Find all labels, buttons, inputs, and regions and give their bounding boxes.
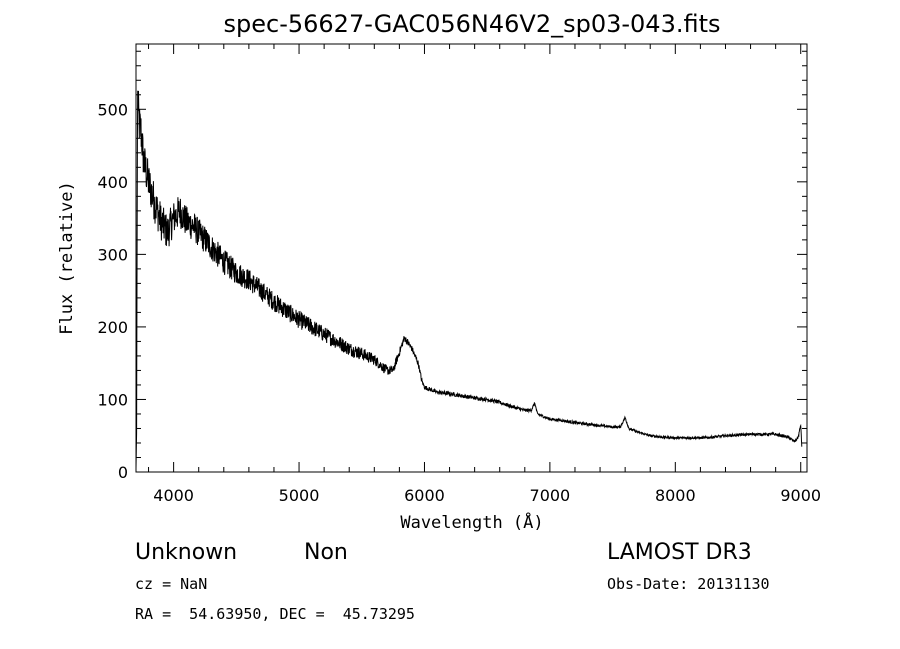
x-tick-label: 5000 (279, 486, 320, 505)
y-tick-label: 0 (118, 463, 128, 482)
y-axis-label: Flux (relative) (57, 181, 77, 335)
y-tick-label: 200 (97, 318, 128, 337)
axis-tick-labels: 4000 5000 6000 7000 8000 9000 0 100 200 300 400 500 (97, 100, 821, 505)
x-tick-label: 6000 (404, 486, 445, 505)
x-axis-label: Wavelength (Å) (400, 511, 543, 533)
survey-label: LAMOST DR3 (607, 540, 752, 565)
x-tick-label: 7000 (530, 486, 571, 505)
coordinates: RA = 54.63950, DEC = 45.73295 (135, 605, 415, 623)
plot-frame (135, 43, 808, 473)
chart-title: spec-56627-GAC056N46V2_sp03-043.fits (224, 10, 721, 38)
y-tick-label: 400 (97, 173, 128, 192)
y-tick-label: 100 (97, 390, 128, 409)
redshift-cz: cz = NaN (135, 575, 207, 593)
x-tick-label: 9000 (780, 486, 821, 505)
x-tick-label: 4000 (153, 486, 194, 505)
y-tick-label: 300 (97, 245, 128, 264)
object-class: Unknown (135, 540, 237, 565)
x-tick-label: 8000 (655, 486, 696, 505)
axis-ticks (136, 44, 807, 473)
y-tick-label: 500 (97, 100, 128, 119)
object-subclass: Non (304, 540, 348, 565)
spectrum-line (135, 90, 803, 469)
observation-date: Obs-Date: 20131130 (607, 575, 770, 593)
